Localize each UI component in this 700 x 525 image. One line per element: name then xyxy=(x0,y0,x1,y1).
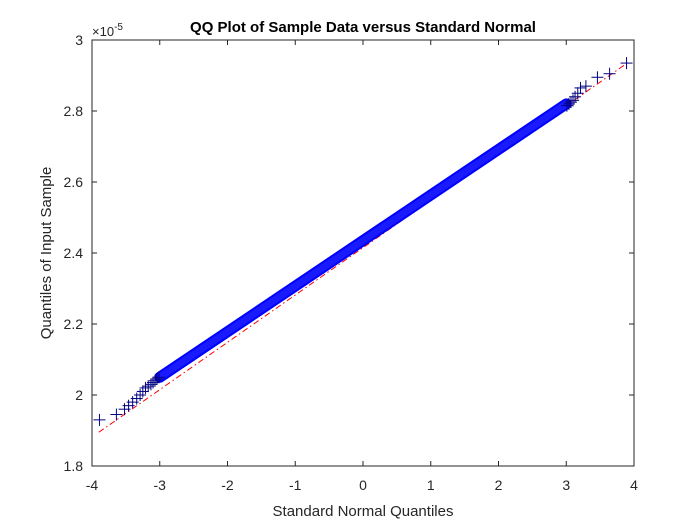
x-tick-label: -1 xyxy=(289,477,302,493)
data-point xyxy=(110,408,123,421)
data-point xyxy=(603,67,616,80)
y-exponent-label: ×10-5 xyxy=(92,22,123,39)
plot-area xyxy=(92,40,634,466)
x-tick-label: 1 xyxy=(427,477,435,493)
y-tick-label: 2 xyxy=(75,387,83,403)
y-tick-label: 2.6 xyxy=(64,174,84,190)
data-point xyxy=(93,413,106,426)
y-axis-label: Quantiles of Input Sample xyxy=(38,167,55,340)
x-axis-label: Standard Normal Quantiles xyxy=(273,503,454,520)
data-point xyxy=(153,371,166,384)
x-tick-label: -3 xyxy=(154,477,167,493)
x-tick-label: 2 xyxy=(495,477,503,493)
x-tick-label: 4 xyxy=(630,477,638,493)
tick-labels: -4 -3 -2 -1 0 1 2 3 4 1.8 2 2.2 2.4 2.6 2.8 3 xyxy=(64,32,639,493)
dense-band-edge xyxy=(156,100,570,381)
x-tick-label: -4 xyxy=(86,477,99,493)
axes xyxy=(91,39,635,467)
y-exponent-power: -5 xyxy=(114,22,123,33)
chart-title: QQ Plot of Sample Data versus Standard N… xyxy=(190,19,536,36)
y-tick-label: 2.4 xyxy=(64,245,84,261)
x-tick-label: 0 xyxy=(359,477,367,493)
y-tick-label: 1.8 xyxy=(64,458,84,474)
data-points-layer xyxy=(93,57,633,426)
x-tick-label: 3 xyxy=(562,477,570,493)
data-point xyxy=(579,80,592,93)
y-tick-label: 2.2 xyxy=(64,316,84,332)
y-exponent-prefix: ×10 xyxy=(92,24,114,39)
data-point xyxy=(591,71,604,84)
data-point xyxy=(571,87,584,100)
y-tick-label: 2.8 xyxy=(64,103,84,119)
data-point xyxy=(574,81,587,94)
dense-data-band xyxy=(154,98,572,383)
x-tick-label: -2 xyxy=(221,477,234,493)
data-point xyxy=(151,373,164,386)
data-point xyxy=(620,57,633,70)
y-tick-label: 3 xyxy=(75,32,83,48)
